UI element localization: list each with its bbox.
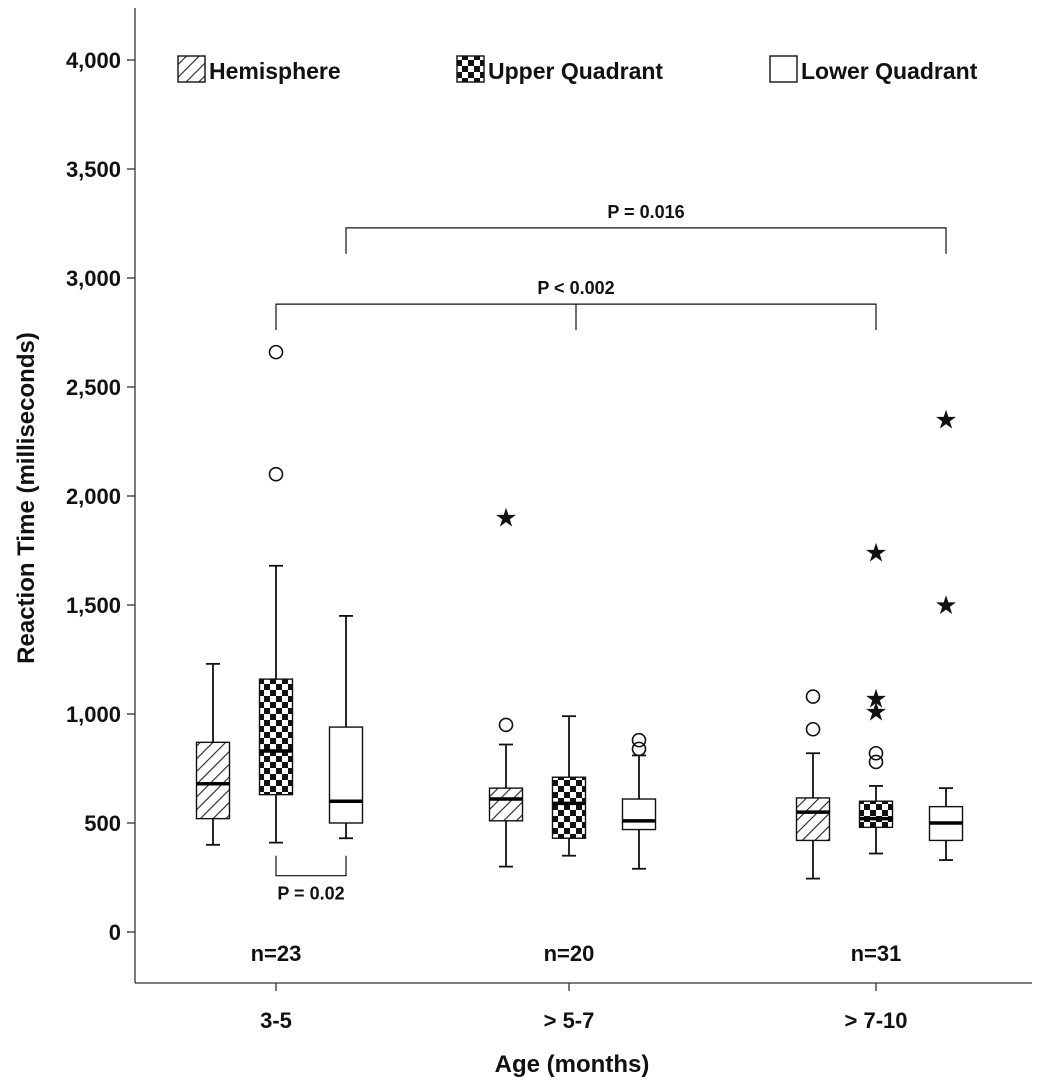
box-plot: [258, 344, 294, 844]
y-tick-label: 2,000: [66, 484, 121, 509]
legend-item: Lower Quadrant: [769, 55, 978, 84]
sample-size-label: n=31: [851, 941, 902, 966]
y-tick-label: 3,000: [66, 266, 121, 291]
legend-label: Lower Quadrant: [801, 58, 978, 84]
box-iqr: [195, 741, 231, 820]
outlier-marker: [268, 466, 284, 482]
outlier-marker: [868, 754, 884, 770]
y-axis-label: Reaction Time (milliseconds): [13, 332, 40, 664]
box-series: ★★★★★★: [195, 344, 964, 880]
extreme-marker: ★: [864, 685, 887, 715]
outlier-marker: [868, 745, 884, 761]
legend-item: Upper Quadrant: [456, 55, 663, 84]
extreme-marker: ★: [494, 504, 517, 534]
significance-bracket: P = 0.02: [275, 855, 347, 904]
legend: Hemisphere Upper Quadrant Lower Quadrant: [177, 55, 978, 84]
p-value-label: P < 0.002: [537, 278, 614, 298]
box-plot: [795, 689, 831, 880]
significance-bracket: P < 0.002: [275, 278, 877, 331]
box-iqr: [858, 800, 894, 829]
sample-size-label: n=20: [544, 941, 595, 966]
y-tick-label: 4,000: [66, 48, 121, 73]
p-value-label: P = 0.02: [277, 884, 344, 904]
outlier-marker: [805, 689, 821, 704]
legend-swatch: [456, 55, 485, 83]
x-tick-label: > 7-10: [845, 1008, 908, 1033]
box-plot: [328, 615, 364, 840]
y-tick-label: 1,500: [66, 593, 121, 618]
extreme-marker: ★: [864, 539, 887, 569]
y-tick-label: 0: [109, 920, 121, 945]
legend-swatch: [769, 55, 798, 83]
box-iqr: [258, 678, 294, 796]
series-upper-quadrant: ★★★: [258, 344, 894, 857]
box-plot: ★★: [928, 406, 964, 861]
bracket-line: [345, 227, 947, 254]
series-lower-quadrant: ★★: [328, 406, 964, 870]
extreme-marker: ★: [934, 591, 957, 621]
box-plot: [551, 715, 587, 857]
sample-size-label: n=23: [251, 941, 302, 966]
x-tick-label: 3-5: [260, 1008, 292, 1033]
legend-label: Hemisphere: [209, 58, 341, 84]
x-axis-label: Age (months): [495, 1051, 650, 1078]
legend-item: Hemisphere: [177, 55, 341, 84]
y-tick-label: 500: [84, 811, 121, 836]
box-plot: ★: [488, 504, 524, 868]
box-plot: [195, 662, 231, 846]
extreme-marker: ★: [864, 698, 887, 728]
box-plot: ★★★: [858, 539, 894, 855]
box-iqr: [551, 776, 587, 839]
outlier-marker: [631, 741, 647, 757]
y-tick-label: 2,500: [66, 375, 121, 400]
p-value-label: P = 0.016: [607, 202, 684, 222]
box-iqr: [795, 797, 831, 842]
box-iqr: [328, 726, 364, 824]
axes: 0 500 1,000 1,500 2,000 2,500 3,000 3,500 4,000 3…: [66, 8, 1032, 1033]
outlier-marker: [805, 721, 821, 737]
outlier-marker: [498, 717, 514, 733]
bracket-line: [275, 855, 347, 877]
x-tick-label: > 5-7: [544, 1008, 595, 1033]
box-plot: [621, 732, 657, 870]
legend-swatch: [177, 55, 206, 83]
significance-bracket: P = 0.016: [345, 202, 947, 254]
series-hemisphere: ★: [195, 504, 831, 880]
outlier-marker: [268, 344, 284, 360]
legend-label: Upper Quadrant: [488, 58, 663, 84]
box-iqr: [488, 787, 524, 822]
significance-annotations: P = 0.016 P < 0.002 P = 0.02: [275, 202, 947, 904]
box-iqr: [621, 798, 657, 831]
outlier-marker: [631, 732, 647, 748]
y-tick-label: 1,000: [66, 702, 121, 727]
y-tick-label: 3,500: [66, 157, 121, 182]
extreme-marker: ★: [934, 406, 957, 436]
